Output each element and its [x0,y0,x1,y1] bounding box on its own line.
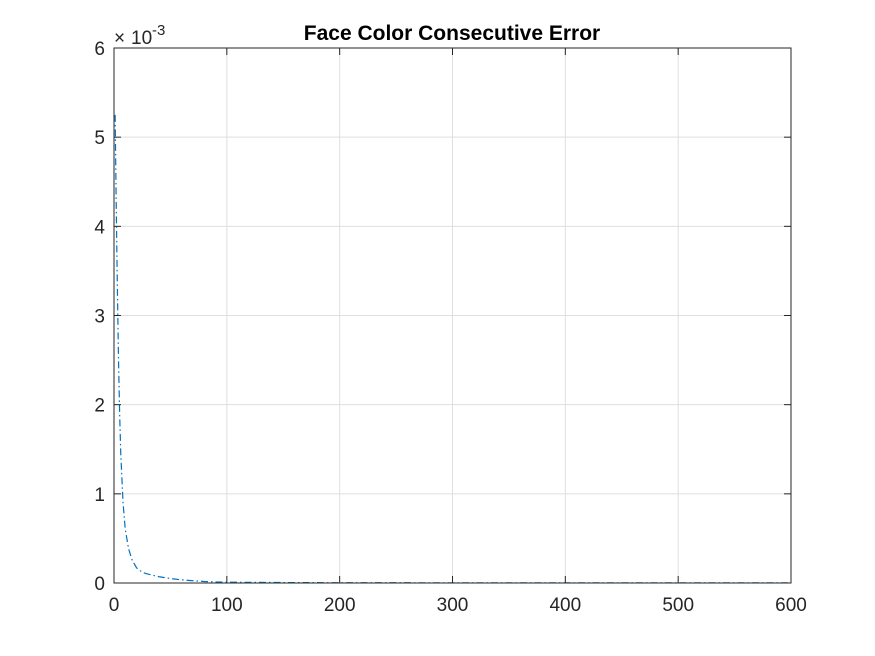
y-tick-label: 1 [94,485,105,506]
y-tick-label: 3 [94,307,105,328]
y-tick-label: 5 [94,128,105,149]
axes: 0 100 200 300 400 500 600 0 1 2 3 4 5 6 [94,39,806,616]
x-tick-label: 600 [775,595,807,616]
y-tick-label: 2 [94,396,105,417]
x-tick-label: 400 [549,595,581,616]
y-exponent-base: 10 [131,28,152,49]
chart-title: Face Color Consecutive Error [304,22,600,45]
x-tick-label: 200 [324,595,356,616]
x-tick-label: 500 [662,595,694,616]
y-exponent-power: -3 [152,22,165,39]
tick-labels: 0 100 200 300 400 500 600 0 1 2 3 4 5 6 [94,39,806,616]
y-tick-label: 4 [94,217,105,238]
grid [114,48,791,583]
y-tick-label: 0 [94,574,105,595]
y-exponent-label: × 10 -3 [114,22,165,49]
x-tick-label: 100 [211,595,243,616]
y-exponent-times: × [114,28,125,49]
ticks [113,47,792,584]
series-line [114,114,791,584]
y-tick-label: 6 [94,39,105,60]
x-tick-label: 300 [437,595,469,616]
series-layer [114,114,791,584]
x-tick-label: 0 [109,595,120,616]
